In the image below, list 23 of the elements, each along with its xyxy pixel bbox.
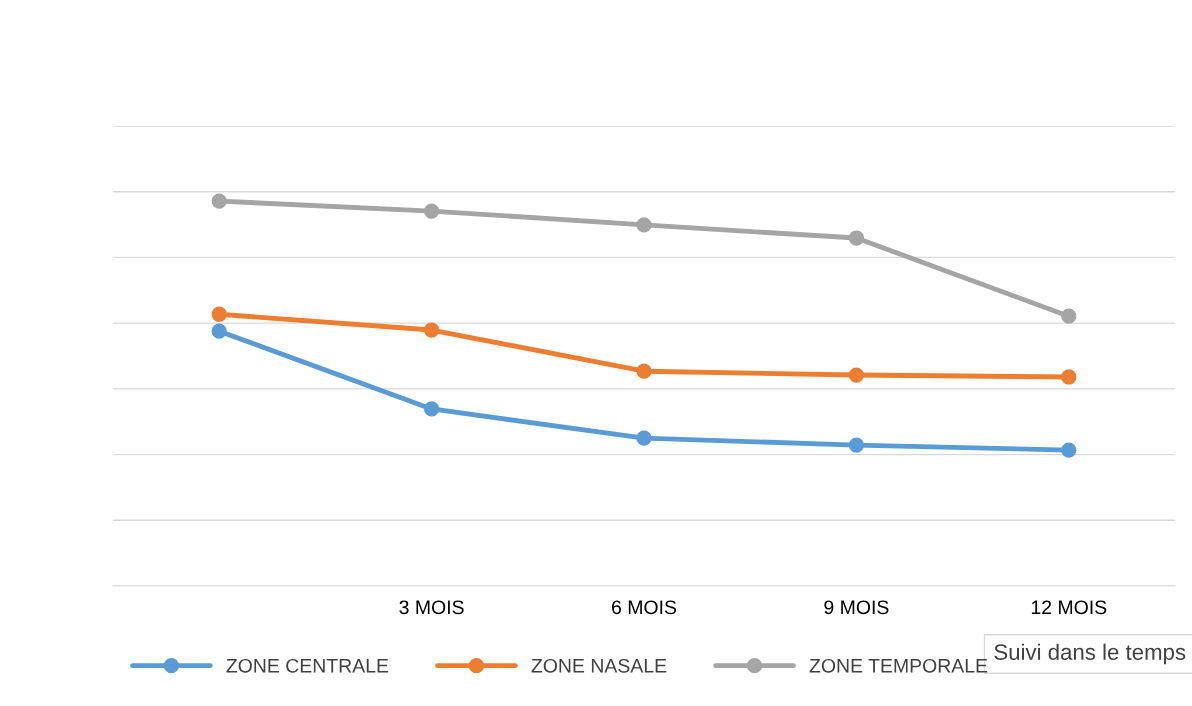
- point: [211, 193, 227, 209]
- point: [1061, 308, 1077, 324]
- x-tick-label: 9 MOIS: [824, 600, 889, 615]
- point: [423, 203, 440, 219]
- point: [211, 323, 227, 339]
- point: [636, 363, 652, 379]
- x-tick-label: 6 MOIS: [612, 600, 677, 615]
- legend-label: ZONE TEMPORALE: [809, 658, 988, 673]
- x-tick-label: 3 MOIS: [399, 600, 464, 615]
- legend-label: ZONE CENTRALE: [226, 658, 389, 673]
- point: [848, 230, 865, 246]
- x-tick-label: 12 MOIS: [1031, 600, 1107, 615]
- point: [636, 217, 652, 233]
- point: [1061, 442, 1077, 458]
- point: [848, 437, 865, 453]
- point: [848, 367, 865, 383]
- x-axis-title: Suivi dans le temps: [994, 643, 1186, 665]
- point: [636, 430, 652, 446]
- point: [1061, 369, 1077, 385]
- point: [423, 322, 440, 338]
- legend-label: ZONE NASALE: [531, 658, 667, 673]
- point: [423, 401, 440, 417]
- point: [211, 306, 227, 322]
